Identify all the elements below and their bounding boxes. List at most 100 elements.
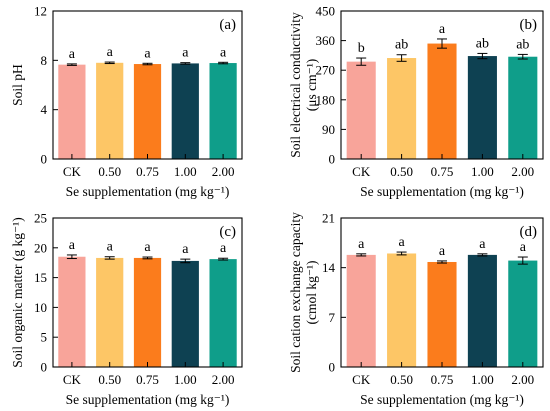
x-axis-label: Se supplementation (mg kg⁻¹) [66, 392, 230, 407]
panel-b: 0 90 180 270 360 450 b CK ab 0.50 a 0.75 ab 1.00 ab 2.0… [288, 4, 544, 199]
significance-letter: a [182, 242, 189, 257]
bar-0_50 [387, 253, 417, 367]
x-tick-label: 0.50 [390, 372, 413, 387]
error-bar [66, 63, 77, 66]
plot-frame [340, 217, 544, 368]
bar-0_50 [387, 58, 417, 159]
significance-letter: ab [476, 36, 489, 51]
error-bar [218, 257, 229, 261]
significance-letter: ab [395, 38, 408, 53]
bar-0_75 [133, 64, 162, 159]
bar-2_00 [508, 260, 538, 367]
error-bar [356, 57, 367, 66]
y-axis-label: Soil organic matter (g kg⁻¹) [10, 217, 25, 367]
y-tick-label: 7 [329, 310, 336, 325]
error-bar [396, 251, 407, 256]
x-axis-label: Se supplementation (mg kg⁻¹) [360, 392, 524, 407]
x-tick-label: CK [63, 372, 82, 387]
bar-CK [58, 64, 86, 159]
error-bar [142, 62, 153, 66]
x-tick-label: 0.75 [136, 164, 159, 179]
bar-0_75 [427, 43, 457, 160]
bar-2_00 [209, 259, 237, 367]
bar-1_00 [171, 260, 199, 367]
significance-letter: a [182, 46, 189, 61]
x-axis-label: Se supplementation (mg kg⁻¹) [66, 184, 230, 199]
plot-frame [52, 217, 243, 368]
x-tick-label: 0.75 [431, 164, 454, 179]
x-tick-label: 0.75 [431, 372, 454, 387]
bar-1_00 [467, 56, 497, 159]
error-bar [104, 256, 115, 260]
y-axis-label-unit: (cmol kg⁻¹) [304, 260, 319, 324]
y-tick-label: 10 [34, 300, 47, 315]
significance-letter: a [220, 241, 227, 256]
significance-letter: a [107, 45, 114, 60]
significance-letter: a [144, 46, 151, 61]
error-bar [180, 258, 191, 264]
y-tick-label: 12 [34, 4, 47, 19]
panel-c: 0 5 10 15 20 25 a CK a 0.50 a 0.75 a 1.00 a 2.00 (c) Se s… [10, 211, 243, 407]
x-tick-label: 1.00 [174, 372, 197, 387]
panel-tag: (c) [219, 224, 236, 240]
y-tick-label: 0 [41, 360, 48, 375]
error-bar [437, 260, 447, 264]
bar-CK [346, 254, 376, 367]
panel-a: 0 4 8 12 a CK a 0.50 a 0.75 a 1.00 a 2.00 (a) Se supple… [10, 4, 243, 199]
error-bar [218, 61, 229, 65]
significance-letter: a [144, 240, 151, 255]
x-tick-label: CK [352, 164, 371, 179]
error-bar [66, 254, 77, 260]
y-tick-label: 450 [316, 4, 336, 19]
panel-tag: (a) [219, 17, 236, 33]
x-tick-label: 0.75 [136, 372, 159, 387]
y-axis-label: Soil cation exchange capacity [288, 212, 303, 373]
bar-0_50 [96, 62, 124, 159]
bar-CK [58, 256, 86, 367]
y-tick-label: 15 [34, 270, 47, 285]
y-tick-label: 8 [41, 53, 48, 68]
error-bar [180, 62, 191, 65]
x-tick-label: 0.50 [98, 164, 121, 179]
significance-letter: a [479, 237, 486, 252]
bar-0_50 [96, 257, 124, 367]
x-tick-label: CK [352, 372, 371, 387]
bar-0_75 [427, 261, 457, 367]
y-axis-label: Soil pH [10, 64, 25, 106]
y-tick-label: 0 [329, 360, 336, 375]
y-tick-label: 5 [41, 330, 48, 345]
x-tick-label: 2.00 [511, 164, 534, 179]
plot-frame [52, 10, 243, 160]
significance-letter: a [220, 45, 227, 60]
error-bar [437, 38, 447, 49]
y-tick-label: 0 [329, 152, 336, 167]
x-tick-label: 2.00 [212, 372, 235, 387]
y-tick-label: 180 [316, 92, 336, 107]
bar-2_00 [209, 63, 237, 160]
x-tick-label: 0.50 [390, 164, 413, 179]
y-tick-label: 25 [34, 211, 47, 226]
significance-letter: ab [516, 37, 529, 52]
y-tick-label: 4 [41, 102, 48, 117]
bar-CK [346, 61, 376, 159]
significance-letter: a [358, 237, 365, 252]
y-tick-label: 360 [316, 33, 336, 48]
error-bar [142, 256, 153, 260]
bar-0_75 [133, 257, 162, 367]
y-tick-label: 90 [322, 122, 335, 137]
significance-letter: a [69, 47, 76, 62]
significance-letter: a [69, 238, 76, 253]
y-tick-label: 21 [322, 211, 335, 226]
error-bar [517, 256, 528, 265]
y-axis-label-unit: (μs cm⁻¹) [304, 59, 319, 112]
x-tick-label: 0.50 [98, 372, 121, 387]
significance-letter: a [398, 235, 405, 250]
plot-frame [340, 10, 544, 160]
x-tick-label: CK [63, 164, 82, 179]
x-tick-label: 1.00 [471, 372, 494, 387]
x-tick-label: 2.00 [511, 372, 534, 387]
significance-letter: b [358, 41, 365, 56]
bar-1_00 [467, 254, 497, 367]
significance-letter: a [439, 244, 446, 259]
